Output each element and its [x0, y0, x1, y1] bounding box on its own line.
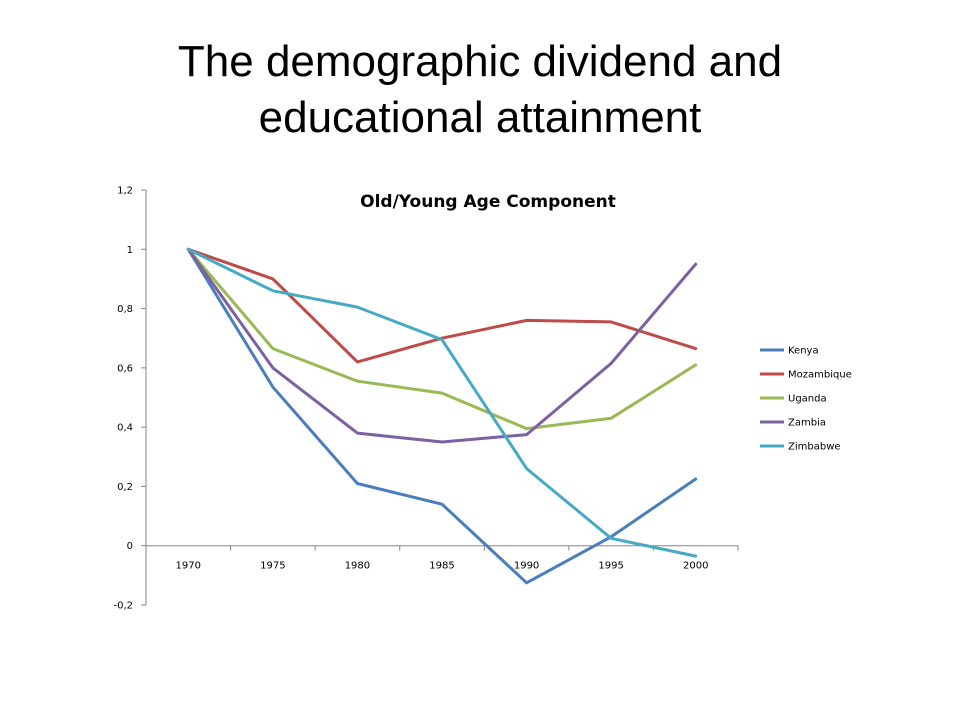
x-tick-label: 1995: [598, 561, 623, 572]
x-tick-label: 1975: [260, 561, 285, 572]
x-tick-label: 1970: [176, 561, 201, 572]
series-line-mozambique: [186, 247, 698, 364]
y-axis: -0,2 0 0,2 0,4 0,6 0,8 1 1,2: [113, 186, 147, 612]
series-line-kenya: [186, 247, 698, 585]
legend-label-mozambique: Mozambique: [788, 370, 852, 381]
slide-title-line-1: The demographic dividend and: [177, 37, 783, 86]
y-tick-label: 0,6: [117, 363, 133, 374]
legend-label-kenya: Kenya: [788, 346, 819, 357]
slide-title: The demographic dividend and educational…: [60, 34, 900, 146]
legend: Kenya Mozambique Uganda Zambia Zimbabwe: [760, 346, 852, 453]
x-axis: 1970 1975 1980 1985 1990 1995 2000: [145, 545, 739, 572]
y-tick-label: -0,2: [113, 601, 133, 612]
series-lines: [186, 247, 698, 585]
series-line-uganda: [186, 247, 698, 431]
x-tick-label: 1990: [514, 561, 539, 572]
x-tick-label: 1985: [429, 561, 454, 572]
y-tick-label: 1: [127, 245, 133, 256]
legend-label-uganda: Uganda: [788, 394, 827, 405]
y-tick-label: 0,4: [117, 423, 133, 434]
series-line-zimbabwe: [186, 247, 698, 558]
slide-title-line-2: educational attainment: [258, 93, 702, 142]
chart-title: Old/Young Age Component: [360, 192, 616, 212]
y-tick-label: 0,8: [117, 304, 133, 315]
series-line-zambia: [186, 247, 698, 444]
y-tick-label: 0: [127, 541, 133, 552]
y-tick-label: 1,2: [117, 186, 133, 197]
x-tick-label: 1980: [345, 561, 370, 572]
legend-label-zimbabwe: Zimbabwe: [788, 442, 841, 453]
legend-label-zambia: Zambia: [788, 418, 826, 429]
x-tick-label: 2000: [683, 561, 708, 572]
y-tick-label: 0,2: [117, 482, 133, 493]
